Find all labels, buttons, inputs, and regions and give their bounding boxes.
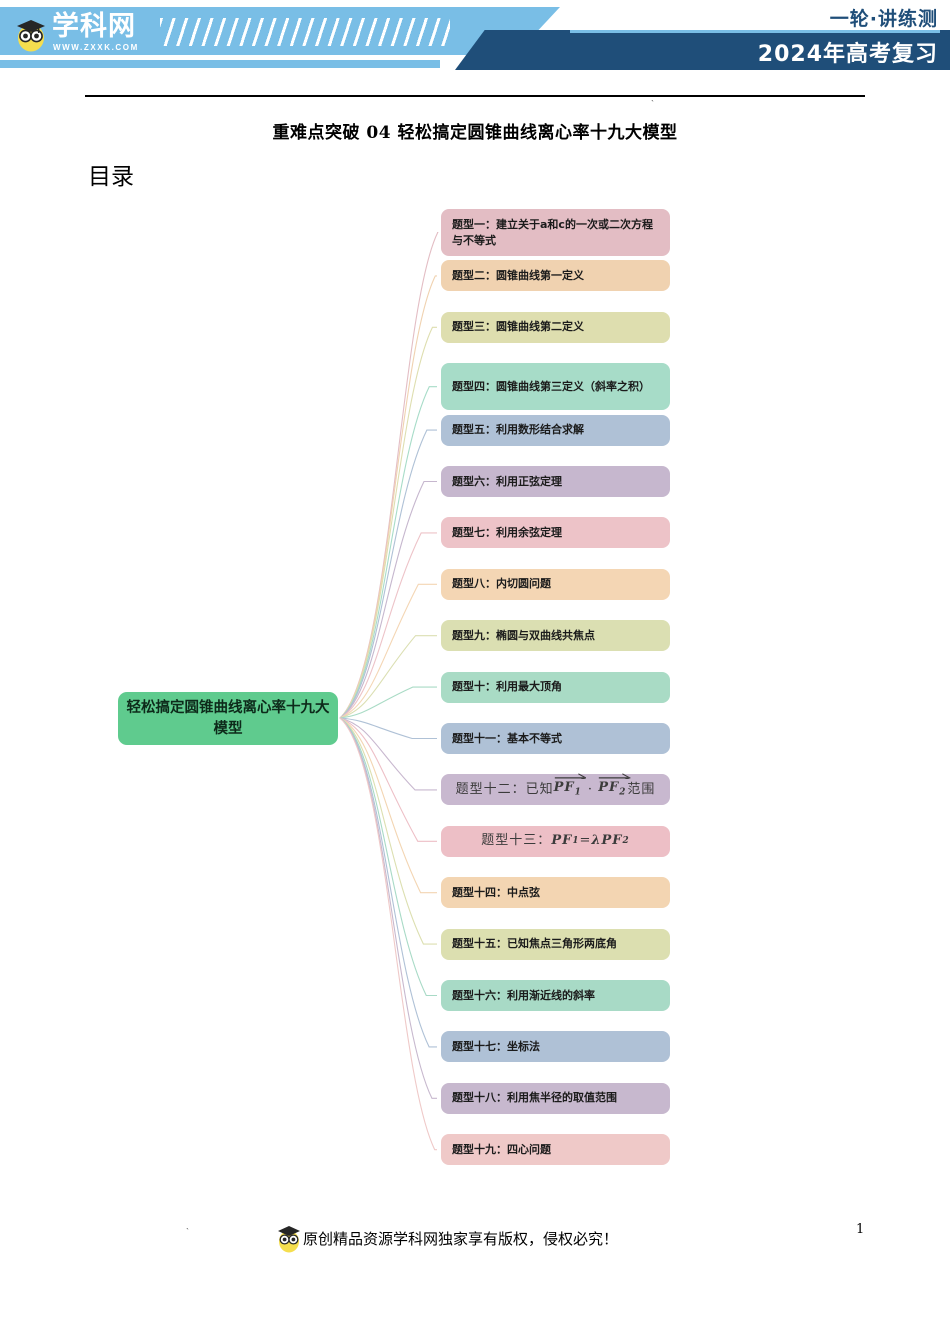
mindmap-topic-node-9[interactable]: 题型九：椭圆与双曲线共焦点 xyxy=(441,620,670,652)
connector-line-17 xyxy=(339,717,437,1048)
banner-dark-shape xyxy=(455,30,950,70)
mindmap-topic-node-5[interactable]: 题型五：利用数形结合求解 xyxy=(441,414,670,446)
connector-line-16 xyxy=(339,717,437,997)
topic-label: 题型十一：基本不等式 xyxy=(452,731,562,745)
logo-url: WWW.ZXXK.COM xyxy=(53,43,139,52)
topic-label: 题型十五：已知焦点三角形两底角 xyxy=(452,937,617,951)
connector-line-5 xyxy=(339,429,437,719)
mindmap-topic-node-7[interactable]: 题型七：利用余弦定理 xyxy=(441,517,670,549)
connector-line-13 xyxy=(339,717,437,842)
owl-graduate-icon xyxy=(17,20,45,52)
header-tagline: 一轮·讲练测 xyxy=(829,8,938,30)
connector-line-11 xyxy=(339,717,437,740)
mindmap-topic-node-11[interactable]: 题型十一：基本不等式 xyxy=(441,723,670,754)
equals-sign: = xyxy=(579,833,592,849)
topic-label: 题型十九：四心问题 xyxy=(452,1142,551,1156)
toc-heading: 目录 xyxy=(88,164,134,190)
topic-text-suffix: 范围 xyxy=(627,781,656,797)
topic-text: 题型十三： xyxy=(481,833,552,849)
mindmap-topic-node-2[interactable]: 题型二：圆锥曲线第一定义 xyxy=(441,260,670,292)
mindmap-topic-node-8[interactable]: 题型八：内切圆问题 xyxy=(441,568,670,600)
topic-label: 题型一：建立关于a和c的一次或二次方程与不等式 xyxy=(452,217,653,247)
topic-label: 题型十八：利用焦半径的取值范围 xyxy=(452,1091,617,1105)
mindmap-topic-node-6[interactable]: 题型六：利用正弦定理 xyxy=(441,466,670,497)
connector-line-2 xyxy=(339,275,437,719)
topic-label: 题型十六：利用渐近线的斜率 xyxy=(452,988,595,1002)
banner-light-underbar xyxy=(0,60,440,68)
connector-line-12 xyxy=(339,717,437,791)
topic-label: 题型五：利用数形结合求解 xyxy=(452,423,584,437)
vector-pf2: PF2 xyxy=(598,773,631,801)
connector-line-14 xyxy=(339,717,437,894)
vector-pf1: PF1 xyxy=(554,773,587,801)
connector-line-18 xyxy=(339,717,437,1099)
mindmap-topic-node-1[interactable]: 题型一：建立关于a和c的一次或二次方程与不等式 xyxy=(441,209,670,256)
mindmap-root-node[interactable]: 轻松搞定圆锥曲线离心率十九大模型 xyxy=(118,692,338,745)
lambda-symbol: λ xyxy=(591,833,602,849)
connector-line-6 xyxy=(339,480,437,719)
topic-label: 题型三：圆锥曲线第二定义 xyxy=(452,320,584,334)
topic-label: 题型十四：中点弦 xyxy=(452,885,540,899)
connector-line-4 xyxy=(339,386,437,719)
term-pf2: PF xyxy=(601,833,623,849)
connector-line-10 xyxy=(339,686,437,719)
vector-arrow-icon xyxy=(599,773,631,780)
mindmap-topic-node-17[interactable]: 题型十七：坐标法 xyxy=(441,1031,670,1063)
mindmap-topic-node-3[interactable]: 题型三：圆锥曲线第二定义 xyxy=(441,311,670,343)
topic-label: 题型十七：坐标法 xyxy=(452,1039,540,1053)
topic-label: 题型十：利用最大顶角 xyxy=(452,680,562,694)
topic-label: 题型二：圆锥曲线第一定义 xyxy=(452,268,584,282)
topic-text: 题型十二：已知 xyxy=(455,781,554,797)
topic-label: 题型七：利用余弦定理 xyxy=(452,525,562,539)
dot-operator: · xyxy=(582,781,599,797)
vector-arrow-icon xyxy=(554,773,587,780)
connector-line-3 xyxy=(339,326,437,719)
mindmap-topic-node-4[interactable]: 题型四：圆锥曲线第三定义（斜率之积） xyxy=(441,363,670,411)
connector-line-8 xyxy=(339,583,437,719)
topic-label: 题型四：圆锥曲线第三定义（斜率之积） xyxy=(452,379,650,393)
banner-diagonal-stripes xyxy=(160,18,450,46)
connector-line-19 xyxy=(339,717,437,1151)
page-header-banner: 学科网 WWW.ZXXK.COM 一轮·讲练测 2024年高考复习 xyxy=(0,0,950,72)
topic-label: 题型九：椭圆与双曲线共焦点 xyxy=(452,628,595,642)
stray-mark-bottom: ` xyxy=(186,1227,189,1237)
mindmap-topic-node-12[interactable]: 题型十二：已知 PF1 · PF2 范围 xyxy=(441,773,670,806)
connector-line-15 xyxy=(339,717,437,945)
connector-line-1 xyxy=(339,231,439,719)
owl-graduate-icon xyxy=(278,1226,300,1253)
page-footer: 原创精品资源学科网独家享有版权，侵权必究！ xyxy=(0,1222,950,1262)
site-logo: 学科网 WWW.ZXXK.COM xyxy=(14,12,164,58)
mindmap-topic-node-19[interactable]: 题型十九：四心问题 xyxy=(441,1134,670,1166)
page-title: 重难点突破 04 轻松搞定圆锥曲线离心率十九大模型 xyxy=(272,123,678,143)
logo-wordmark: 学科网 xyxy=(52,11,136,42)
mindmap-topic-node-16[interactable]: 题型十六：利用渐近线的斜率 xyxy=(441,980,670,1011)
topic-label: 题型六：利用正弦定理 xyxy=(452,474,562,488)
mindmap-topic-node-14[interactable]: 题型十四：中点弦 xyxy=(441,877,670,909)
connector-line-9 xyxy=(339,635,437,719)
header-divider-rule xyxy=(570,30,940,33)
header-subject-banner: 2024年高考复习 xyxy=(757,42,938,67)
topic-label: 题型八：内切圆问题 xyxy=(452,577,551,591)
mindmap-topic-node-15[interactable]: 题型十五：已知焦点三角形两底角 xyxy=(441,928,670,960)
footer-copyright: 原创精品资源学科网独家享有版权，侵权必究！ xyxy=(303,1230,619,1248)
mindmap-topic-node-10[interactable]: 题型十：利用最大顶角 xyxy=(441,671,670,703)
connector-line-7 xyxy=(339,532,437,719)
mindmap-topic-node-13[interactable]: 题型十三： PF 1 = λ PF 2 xyxy=(441,825,670,857)
page-number: 1 xyxy=(856,1222,865,1237)
title-top-rule xyxy=(85,95,865,97)
stray-mark-top: ` xyxy=(651,99,654,109)
mindmap-topic-node-18[interactable]: 题型十八：利用焦半径的取值范围 xyxy=(441,1082,670,1114)
term-pf1: PF xyxy=(551,833,573,849)
